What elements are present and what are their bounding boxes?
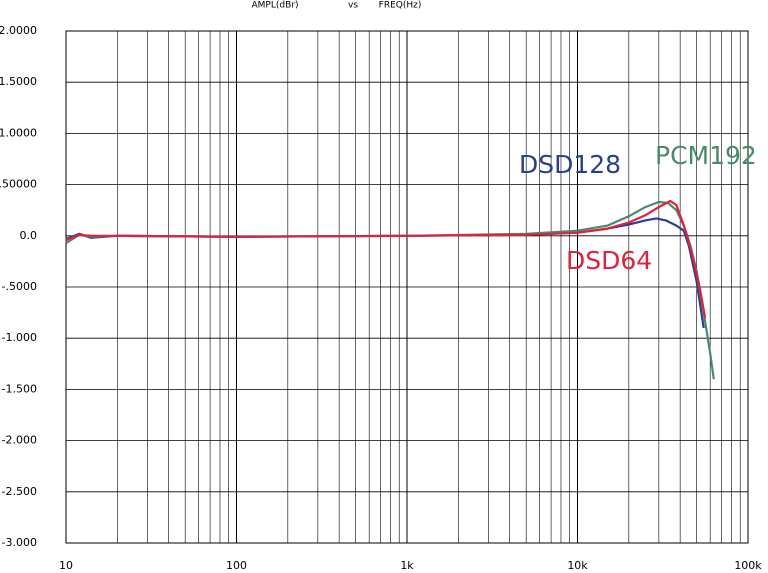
- y-tick-label: 1.0000: [0, 126, 37, 139]
- series-label: PCM192: [655, 141, 757, 170]
- y-tick-label: 0.0: [20, 229, 38, 242]
- y-tick-label: -2.500: [2, 485, 37, 498]
- x-tick-label: 10k: [567, 559, 588, 572]
- x-tick-label: 10: [59, 559, 73, 572]
- plot-frame: [65, 30, 749, 544]
- y-tick-label: .50000: [0, 178, 37, 191]
- y-tick-label: -1.000: [2, 331, 37, 344]
- series-label: DSD128: [519, 150, 621, 179]
- y-tick-label: 2.0000: [0, 24, 37, 37]
- title-separator: vs: [348, 1, 358, 11]
- x-tick-label: 1k: [400, 559, 414, 572]
- y-tick-label: -3.000: [2, 536, 37, 549]
- y-tick-label: -1.500: [2, 382, 37, 395]
- x-axis-title: FREQ(Hz): [379, 1, 422, 11]
- series-line: [65, 199, 707, 318]
- x-tick-label: 100: [226, 559, 247, 572]
- y-tick-label: 1.5000: [0, 75, 37, 88]
- y-tick-label: -2.000: [2, 434, 37, 447]
- series-line: [65, 200, 715, 380]
- series-label: DSD64: [566, 246, 652, 275]
- y-tick-label: -.5000: [2, 280, 37, 293]
- x-tick-label: 100k: [734, 559, 762, 572]
- y-axis-title: AMPL(dBr): [252, 1, 299, 11]
